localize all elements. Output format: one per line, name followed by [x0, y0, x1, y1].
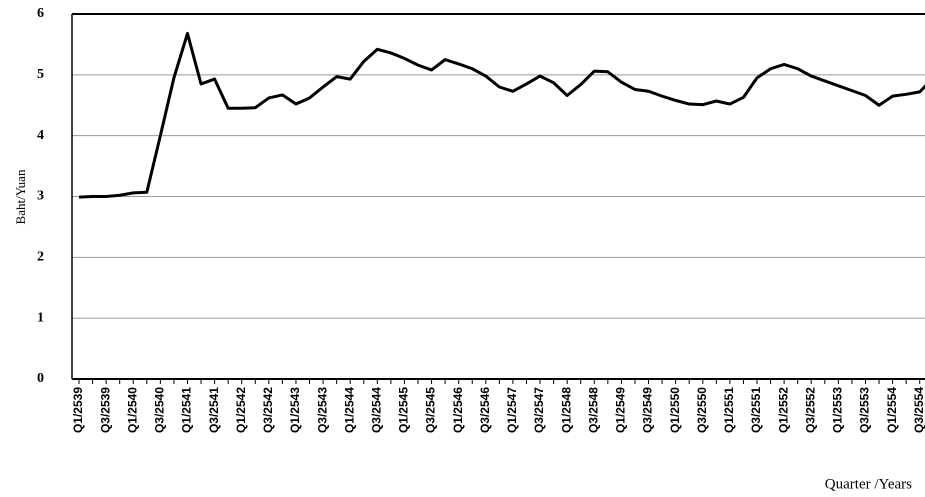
x-tick-label: Q1/2546	[451, 387, 465, 433]
x-axis-label: Quarter /Years	[825, 476, 912, 492]
x-tick-label: Q1/2539	[71, 387, 85, 433]
x-tick-label: Q1/2544	[342, 387, 356, 433]
x-tick-label: Q3/2542	[261, 387, 275, 433]
x-tick-label: Q3/2549	[641, 387, 655, 433]
x-tick-label: Q3/2548	[586, 387, 600, 433]
x-tick-label: Q1/2545	[397, 387, 411, 433]
x-tick-label: Q3/2545	[424, 387, 438, 433]
x-tick-label: Q1/2542	[234, 387, 248, 433]
y-tick-label: 2	[37, 250, 44, 265]
x-tick-label: Q1/2551	[722, 387, 736, 433]
x-tick-label: Q1/2540	[125, 387, 139, 433]
x-tick-label: Q1/2549	[614, 387, 628, 433]
x-tick-label: Q3/2551	[749, 387, 763, 433]
y-tick-label: 5	[37, 67, 44, 82]
x-tick-label: Q1/2541	[180, 387, 194, 433]
x-tick-label: Q3/2546	[478, 387, 492, 433]
x-tick-label: Q3/2544	[369, 387, 383, 433]
x-tick-label: Q1/2550	[668, 387, 682, 433]
x-tick-label: Q3/2539	[98, 387, 112, 433]
x-tick-label: Q3/2543	[315, 387, 329, 433]
x-tick-label: Q3/2554	[912, 387, 925, 433]
x-tick-label: Q3/2547	[532, 387, 546, 433]
x-tick-label: Q1/2548	[559, 387, 573, 433]
y-tick-label: 0	[37, 371, 44, 386]
x-tick-label: Q1/2552	[776, 387, 790, 433]
x-tick-label: Q3/2540	[153, 387, 167, 433]
line	[78, 31, 925, 199]
y-tick-label: 6	[37, 6, 44, 21]
y-tick-label: 3	[37, 189, 44, 204]
x-tick-label: Q1/2554	[885, 387, 899, 433]
y-tick-label: 1	[37, 310, 44, 325]
x-tick-label: Q3/2541	[207, 387, 221, 433]
x-tick-label: Q1/2553	[831, 387, 845, 433]
y-axis-label: Baht/Yuan	[13, 169, 28, 224]
x-tick-label: Q3/2553	[858, 387, 872, 433]
x-tick-label: Q3/2552	[803, 387, 817, 433]
x-tick-label: Q3/2550	[695, 387, 709, 433]
y-tick-label: 4	[37, 128, 44, 143]
x-tick-label: Q1/2547	[505, 387, 519, 433]
x-tick-label: Q1/2543	[288, 387, 302, 433]
